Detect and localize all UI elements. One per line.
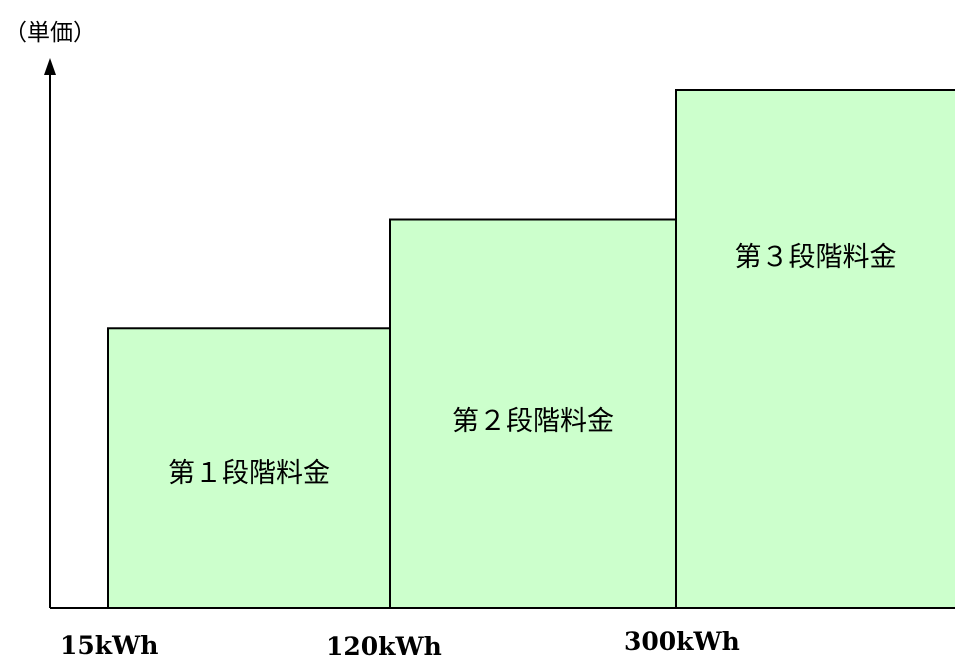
tier-label-1: 第１段階料金 — [168, 458, 330, 489]
x-tick-label-3: 300kWh — [624, 627, 740, 656]
y-axis-label: （単価） — [4, 20, 96, 46]
tier-bar-2 — [389, 218, 677, 609]
tier-bar-1 — [107, 327, 391, 609]
tier-label-2: 第２段階料金 — [452, 406, 614, 437]
axes — [44, 58, 955, 609]
tier-label-3: 第３段階料金 — [735, 242, 897, 273]
tier-bar-3 — [675, 89, 955, 609]
x-tick-labels: 15kWh 120kWh 300kWh — [60, 627, 740, 661]
y-axis-arrow — [44, 58, 56, 75]
tier-bars: 第１段階料金 第２段階料金 第３段階料金 — [107, 89, 955, 609]
x-tick-label-1: 15kWh — [60, 631, 158, 660]
x-tick-label-2: 120kWh — [326, 632, 442, 661]
